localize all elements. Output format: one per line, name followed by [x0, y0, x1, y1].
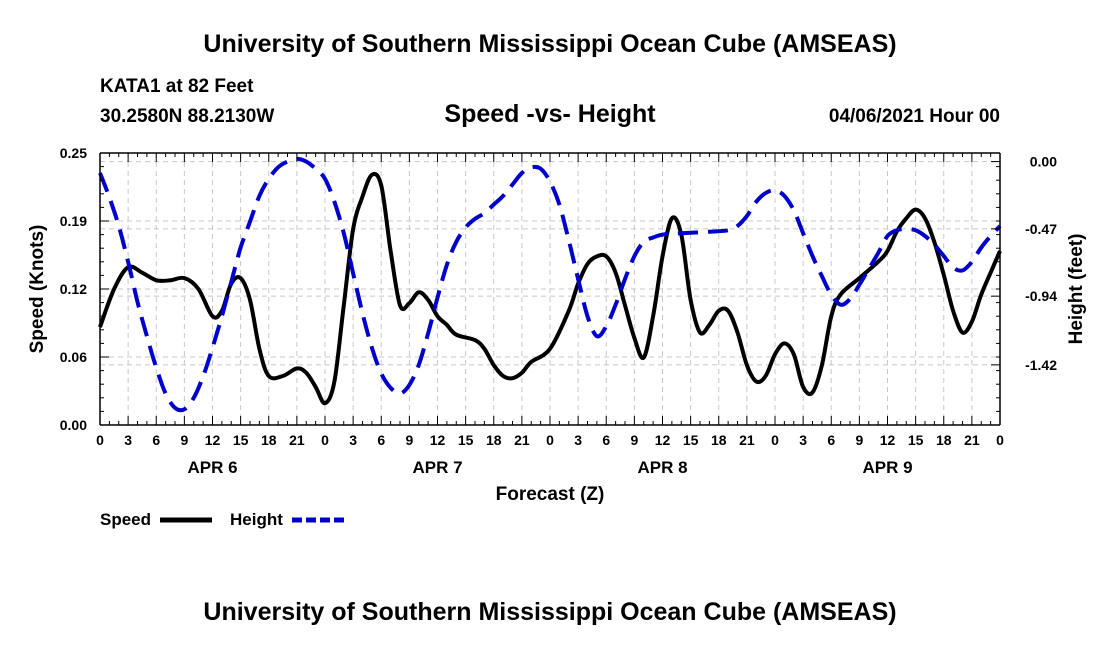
- x-tick-label: 15: [908, 432, 924, 448]
- x-tick-label: 12: [880, 432, 896, 448]
- legend-label-speed: Speed: [100, 510, 151, 529]
- x-tick-label: 6: [377, 432, 385, 448]
- x-tick-label: 0: [321, 432, 329, 448]
- x-tick-label: 9: [630, 432, 638, 448]
- forecast-datetime: 04/06/2021 Hour 00: [828, 106, 1000, 127]
- x-tick-label: 12: [205, 432, 221, 448]
- x-tick-label: 21: [289, 432, 305, 448]
- y-axis-title-right: Height (feet): [1066, 234, 1087, 345]
- x-tick-label: 3: [799, 432, 807, 448]
- x-tick-label: 9: [180, 432, 188, 448]
- x-tick-label: 3: [574, 432, 582, 448]
- y-tick-label-left: 0.25: [60, 145, 87, 161]
- y-tick-label-left: 0.06: [60, 349, 87, 365]
- x-tick-label: 0: [546, 432, 554, 448]
- day-label: APR 7: [412, 458, 462, 477]
- axes: [99, 152, 1001, 426]
- chart-title: Speed -vs- Height: [444, 100, 656, 128]
- y-tick-label-right: -0.94: [1025, 288, 1057, 304]
- grid: [99, 152, 1001, 426]
- x-tick-label: 9: [855, 432, 863, 448]
- x-tick-label: 21: [514, 432, 530, 448]
- x-tick-label: 6: [827, 432, 835, 448]
- x-tick-label: 9: [405, 432, 413, 448]
- top-title: University of Southern Mississippi Ocean…: [203, 30, 897, 58]
- y-axis-title-left: Speed (Knots): [27, 225, 48, 354]
- day-label: APR 6: [187, 458, 237, 477]
- x-tick-label: 3: [124, 432, 132, 448]
- y-tick-label-right: 0.00: [1030, 154, 1057, 170]
- x-tick-label: 12: [655, 432, 671, 448]
- x-tick-label: 18: [936, 432, 952, 448]
- x-tick-label: 15: [233, 432, 249, 448]
- x-tick-label: 3: [349, 432, 357, 448]
- x-tick-label: 21: [964, 432, 980, 448]
- station-coordinates: 30.2580N 88.2130W: [100, 106, 275, 127]
- x-tick-label: 6: [152, 432, 160, 448]
- x-tick-label: 15: [683, 432, 699, 448]
- y-tick-label-right: -1.42: [1025, 357, 1057, 373]
- y-tick-label-right: -0.47: [1025, 221, 1057, 237]
- x-tick-label: 18: [261, 432, 277, 448]
- x-tick-label: 0: [96, 432, 104, 448]
- series-layer: [98, 156, 1002, 413]
- x-axis-title: Forecast (Z): [496, 484, 605, 505]
- x-tick-label: 12: [430, 432, 446, 448]
- x-tick-label: 0: [771, 432, 779, 448]
- day-label: APR 9: [862, 458, 912, 477]
- x-tick-label: 15: [458, 432, 474, 448]
- y-tick-label-left: 0.00: [60, 417, 87, 433]
- y-tick-label-left: 0.19: [60, 213, 87, 229]
- bottom-title: University of Southern Mississippi Ocean…: [203, 598, 897, 626]
- axis-labels: 0 3 6 9 12 15 18 21 0 3 6 9 12 15 18 21 0 3 6 9 12 15 18 21 0 3 6 9…: [27, 145, 1087, 505]
- series-line-height: [98, 156, 1002, 413]
- x-tick-label: 0: [996, 432, 1004, 448]
- x-tick-label: 21: [739, 432, 755, 448]
- x-tick-label: 18: [486, 432, 502, 448]
- y-tick-label-left: 0.12: [60, 281, 87, 297]
- legend: Speed Height: [100, 510, 344, 529]
- x-tick-label: 6: [602, 432, 610, 448]
- legend-label-height: Height: [230, 510, 283, 529]
- day-label: APR 8: [637, 458, 687, 477]
- station-label: KATA1 at 82 Feet: [100, 76, 254, 97]
- x-tick-label: 18: [711, 432, 727, 448]
